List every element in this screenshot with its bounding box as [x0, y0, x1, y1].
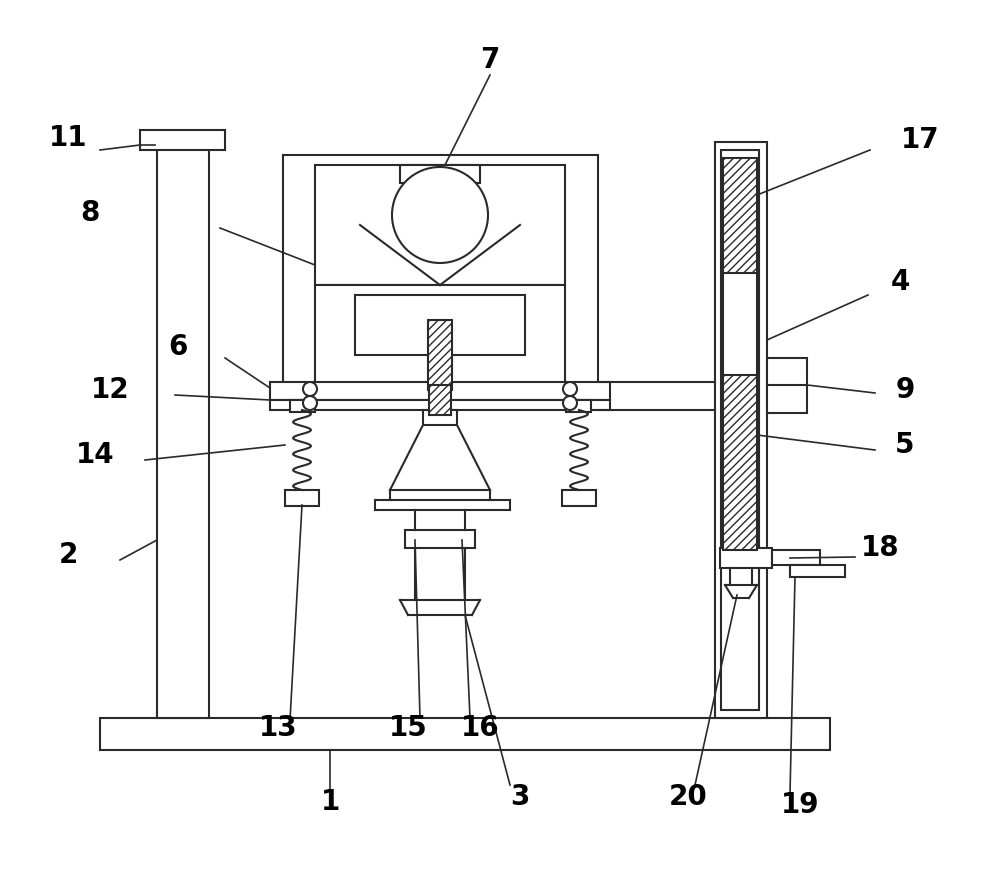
Bar — [283, 155, 598, 385]
Text: 7: 7 — [480, 46, 500, 74]
Text: 3: 3 — [510, 783, 530, 811]
Text: 4: 4 — [890, 268, 910, 296]
Bar — [715, 142, 767, 718]
Bar — [428, 320, 452, 390]
Bar — [723, 158, 757, 273]
Bar — [721, 150, 759, 710]
Bar — [790, 565, 845, 577]
Text: 6: 6 — [168, 333, 188, 361]
Text: 14: 14 — [76, 441, 114, 469]
Text: 19: 19 — [781, 791, 819, 819]
Bar — [772, 550, 820, 565]
Bar — [405, 530, 475, 548]
Text: 17: 17 — [901, 126, 939, 154]
Bar — [767, 358, 807, 413]
Circle shape — [563, 382, 577, 396]
Bar — [355, 295, 525, 355]
Circle shape — [303, 396, 317, 410]
Text: 9: 9 — [895, 376, 915, 404]
Bar — [270, 382, 610, 400]
Bar — [723, 273, 757, 375]
Bar — [100, 718, 830, 750]
Circle shape — [563, 396, 577, 410]
Text: 18: 18 — [861, 534, 899, 562]
Bar — [140, 130, 225, 150]
Bar — [285, 490, 319, 506]
Bar — [400, 165, 480, 183]
Circle shape — [392, 167, 488, 263]
Text: 8: 8 — [80, 199, 100, 227]
Text: 16: 16 — [461, 714, 499, 742]
Text: 5: 5 — [895, 431, 915, 459]
Circle shape — [303, 382, 317, 396]
Bar — [562, 490, 596, 506]
Bar — [315, 165, 565, 285]
Bar — [429, 385, 451, 415]
Bar — [720, 548, 772, 568]
Bar — [157, 145, 209, 718]
Bar — [270, 400, 610, 410]
Text: 11: 11 — [49, 124, 87, 152]
Text: 1: 1 — [320, 788, 340, 816]
Text: 20: 20 — [669, 783, 707, 811]
Bar — [723, 375, 757, 550]
Text: 2: 2 — [58, 541, 78, 569]
Bar — [423, 410, 457, 425]
Text: 15: 15 — [389, 714, 427, 742]
Text: 13: 13 — [259, 714, 297, 742]
Bar — [290, 400, 315, 412]
Bar — [315, 285, 565, 385]
Text: 12: 12 — [91, 376, 129, 404]
Bar — [566, 400, 591, 412]
